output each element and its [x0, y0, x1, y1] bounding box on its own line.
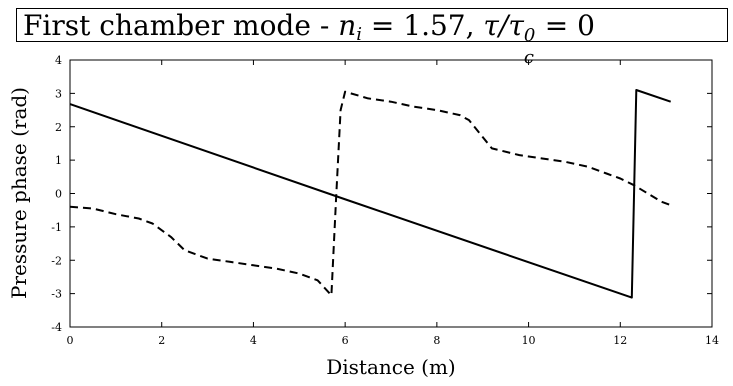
y-tick-label: 4 [55, 54, 62, 67]
title-tau-subscript: c [523, 47, 534, 68]
x-tick-label: 12 [613, 334, 627, 347]
y-tick-label: -3 [51, 288, 62, 301]
title-n-subscript: i [356, 24, 363, 45]
x-tick-label: 10 [522, 334, 536, 347]
axis-ticks [69, 59, 713, 328]
x-tick-label: 14 [705, 334, 719, 347]
y-tick-label: 3 [55, 87, 62, 100]
title-n-symbol: n [338, 9, 357, 42]
y-tick-label: -4 [51, 321, 62, 334]
y-axis-label: Pressure phase (rad) [7, 87, 31, 299]
x-tick-label: 0 [67, 334, 74, 347]
title-n-value: = 1.57, [362, 9, 484, 42]
title-tau-symbol: τ/τ [483, 9, 524, 42]
x-tick-labels: 0 2 4 6 8 10 12 14 [67, 334, 720, 347]
y-tick-label: 2 [55, 121, 62, 134]
chart-title: First chamber mode - ni = 1.57, τ/τ 0 c = … [16, 8, 728, 68]
y-tick-label: 1 [55, 154, 62, 167]
x-tick-label: 6 [342, 334, 349, 347]
solid-series-line [69, 89, 672, 299]
y-tick-labels: -4 -3 -2 -1 0 1 2 3 4 [51, 54, 62, 334]
y-tick-label: 0 [55, 188, 62, 201]
x-tick-label: 8 [433, 334, 440, 347]
x-tick-label: 2 [158, 334, 165, 347]
series-lines [69, 89, 672, 299]
y-tick-label: -1 [51, 221, 62, 234]
x-axis-label: Distance (m) [326, 355, 456, 379]
plot-frame [69, 59, 713, 328]
x-tick-label: 4 [250, 334, 257, 347]
dashed-series-line [69, 90, 672, 297]
title-tau-value: = 0 [535, 9, 595, 42]
y-tick-label: -2 [51, 254, 62, 267]
title-prefix: First chamber mode - [23, 9, 339, 42]
title-tau-superscript: 0 [523, 25, 536, 46]
